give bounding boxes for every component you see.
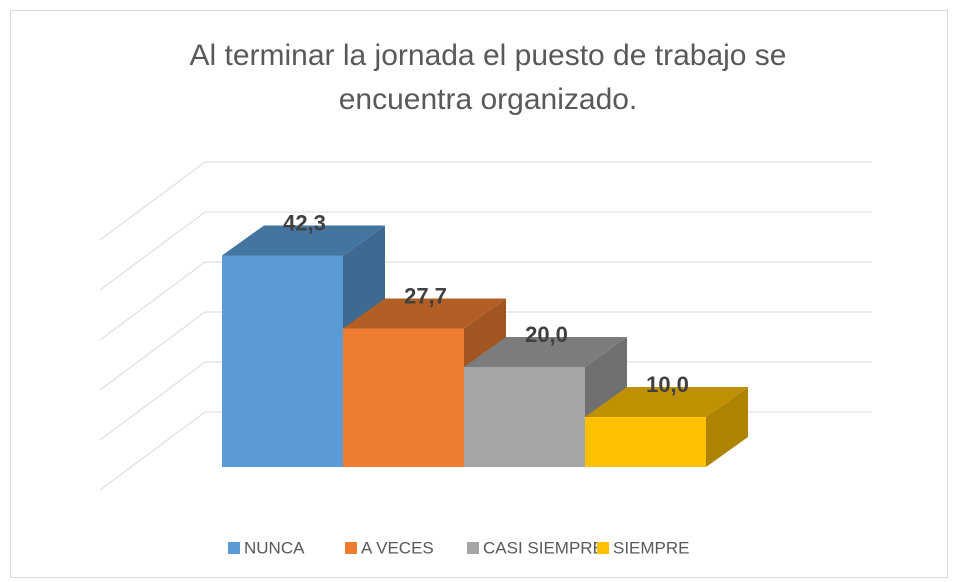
grid-line (99, 361, 206, 441)
legend-label: NUNCA (244, 538, 305, 557)
legend-swatch (345, 542, 357, 554)
data-label: 42,3 (283, 210, 326, 235)
grid-line (99, 211, 206, 291)
data-label: 10,0 (646, 372, 689, 397)
legend-swatch (597, 542, 609, 554)
legend-label: SIEMPRE (613, 538, 690, 557)
grid-line (99, 311, 206, 391)
bar-front (222, 255, 343, 467)
grid-line (99, 161, 206, 241)
bar-front (464, 367, 585, 467)
grid-line (99, 411, 206, 491)
chart-title: encuentra organizado. (339, 83, 638, 116)
chart-title: Al terminar la jornada el puesto de trab… (189, 39, 786, 72)
legend-label: A VECES (361, 538, 434, 557)
legend-swatch (228, 542, 240, 554)
bar-top (343, 298, 506, 329)
bar-front (585, 417, 706, 467)
bar-front (343, 328, 464, 467)
chart-border (10, 10, 948, 578)
bar-side (706, 387, 748, 467)
bar (585, 387, 748, 467)
bar-top (464, 337, 627, 367)
legend-swatch (467, 542, 479, 554)
data-label: 27,7 (404, 283, 447, 308)
legend-label: CASI SIEMPRE (483, 538, 604, 557)
grid-line (99, 261, 206, 341)
bar-top (222, 225, 385, 256)
bar-top (585, 387, 748, 417)
data-label: 20,0 (525, 322, 568, 347)
